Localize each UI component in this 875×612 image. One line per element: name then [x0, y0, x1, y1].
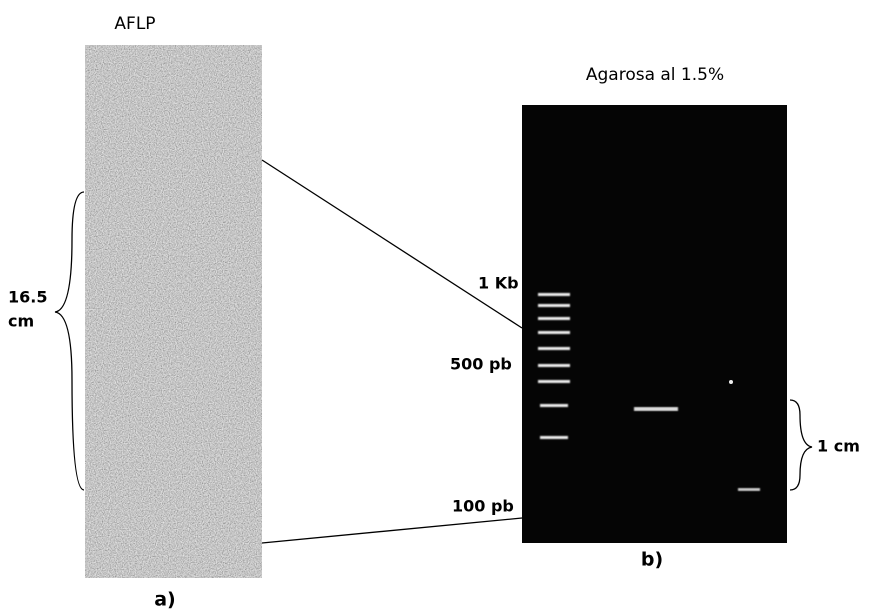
ladder-band	[540, 404, 568, 407]
length-value: 16.5	[8, 288, 47, 307]
panel-b-label: b)	[641, 549, 663, 571]
ladder	[538, 293, 570, 439]
marker-label: 500 pb	[450, 355, 512, 374]
length-brace	[54, 191, 85, 491]
agarose-gel	[522, 105, 787, 543]
ladder-band	[538, 304, 570, 307]
scale-brace	[789, 399, 813, 491]
zoom-line	[261, 159, 523, 329]
ladder-band	[538, 293, 570, 296]
panel-a-title: AFLP	[114, 14, 155, 34]
marker-label: 100 pb	[452, 497, 514, 516]
zoom-line	[261, 517, 523, 544]
ladder-band	[538, 331, 570, 334]
ladder-band	[538, 347, 570, 350]
scale-label: 1 cm	[817, 437, 860, 456]
ladder-band	[538, 380, 570, 383]
ladder-band	[538, 317, 570, 320]
ladder-band	[538, 364, 570, 367]
sample-band	[634, 407, 678, 411]
marker-label: 1 Kb	[478, 274, 519, 293]
length-unit: cm	[8, 312, 34, 331]
aflp-gel-texture	[85, 45, 262, 578]
panel-a-label: a)	[154, 589, 176, 611]
ladder-band	[540, 436, 568, 439]
panel-b-title: Agarosa al 1.5%	[586, 65, 724, 85]
sample-spot	[729, 380, 733, 384]
sample-band	[738, 488, 760, 491]
